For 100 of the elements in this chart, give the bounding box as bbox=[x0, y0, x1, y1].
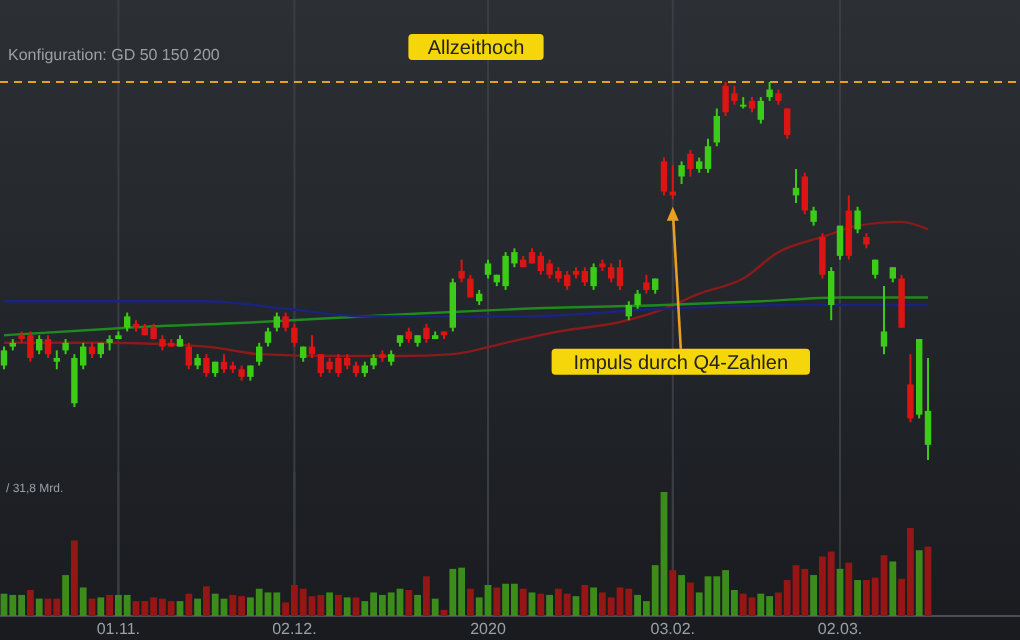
candlestick bbox=[616, 258, 624, 291]
bar bbox=[317, 594, 325, 616]
x-tick-label: 02.03. bbox=[817, 620, 863, 638]
bar bbox=[423, 576, 430, 616]
bar bbox=[405, 589, 413, 616]
bar bbox=[467, 588, 474, 616]
candlestick bbox=[423, 322, 430, 344]
candlestick bbox=[273, 311, 280, 333]
candlestick bbox=[203, 353, 210, 378]
bar bbox=[625, 588, 633, 616]
bar bbox=[827, 551, 835, 616]
bar bbox=[616, 587, 624, 616]
bar bbox=[519, 588, 527, 616]
bar bbox=[431, 598, 439, 616]
ref-line-label: Allzeithoch bbox=[427, 38, 525, 60]
candlestick bbox=[784, 107, 791, 140]
bar bbox=[546, 594, 553, 616]
bar bbox=[889, 561, 897, 616]
bar bbox=[9, 594, 17, 616]
bar bbox=[449, 568, 457, 616]
candlestick bbox=[854, 205, 861, 235]
candlestick bbox=[71, 353, 78, 409]
bar bbox=[669, 570, 677, 616]
candlestick bbox=[36, 334, 43, 356]
bar bbox=[185, 593, 193, 616]
candlestick bbox=[291, 322, 298, 348]
bar bbox=[343, 597, 351, 616]
candlestick bbox=[458, 258, 465, 284]
candlestick bbox=[819, 232, 826, 280]
bar bbox=[62, 575, 69, 616]
candlestick bbox=[678, 160, 685, 186]
bar bbox=[53, 598, 61, 616]
bar bbox=[106, 594, 113, 616]
bar bbox=[167, 601, 175, 616]
bar bbox=[255, 588, 263, 616]
x-tick-label: 01.11. bbox=[96, 620, 141, 638]
bar bbox=[264, 592, 272, 616]
candlestick bbox=[845, 194, 852, 261]
bar bbox=[845, 562, 853, 616]
candlestick bbox=[836, 224, 844, 261]
candlestick bbox=[810, 205, 817, 227]
bar bbox=[493, 587, 501, 616]
bar bbox=[590, 587, 597, 616]
candlestick bbox=[590, 262, 597, 291]
bar bbox=[229, 594, 237, 616]
bar bbox=[97, 597, 105, 616]
candlestick bbox=[185, 341, 192, 371]
candlestick bbox=[608, 262, 615, 284]
bar bbox=[194, 598, 201, 616]
candlestick bbox=[449, 277, 456, 333]
bar bbox=[810, 575, 817, 616]
bar bbox=[35, 598, 43, 616]
bar bbox=[563, 593, 571, 616]
candlestick bbox=[704, 137, 712, 174]
candlestick bbox=[581, 266, 588, 288]
candlestick bbox=[880, 285, 888, 356]
candlestick bbox=[282, 311, 289, 333]
bar bbox=[678, 575, 685, 616]
bar bbox=[748, 597, 756, 616]
candlestick bbox=[484, 258, 492, 280]
bar bbox=[414, 594, 421, 616]
bar bbox=[79, 587, 87, 616]
bar bbox=[537, 593, 545, 616]
bar bbox=[801, 568, 809, 616]
bar bbox=[757, 593, 765, 616]
candlestick bbox=[660, 156, 668, 197]
candlestick bbox=[625, 300, 632, 322]
bar bbox=[581, 585, 589, 616]
candlestick bbox=[634, 288, 641, 310]
bar bbox=[713, 576, 721, 616]
candlestick bbox=[757, 96, 764, 125]
candlestick bbox=[0, 345, 8, 371]
bar bbox=[123, 594, 131, 616]
bar bbox=[387, 592, 395, 616]
bar bbox=[528, 592, 536, 616]
bar bbox=[352, 597, 360, 616]
bar bbox=[211, 593, 219, 616]
candlestick bbox=[124, 311, 131, 333]
candlestick bbox=[643, 273, 650, 295]
chart-subtitle: Konfiguration: GD 50 150 200 bbox=[8, 46, 221, 64]
x-tick-label: 03.02. bbox=[650, 620, 696, 638]
candlestick bbox=[53, 349, 60, 371]
candlestick bbox=[766, 81, 773, 102]
bar bbox=[854, 580, 861, 616]
candlestick bbox=[907, 353, 914, 424]
bar bbox=[299, 588, 307, 616]
x-tick-label: 02.12. bbox=[272, 620, 317, 638]
bar bbox=[27, 589, 34, 616]
bar bbox=[739, 593, 747, 616]
candlestick bbox=[828, 266, 835, 322]
candlestick bbox=[687, 149, 694, 178]
candlestick bbox=[801, 171, 808, 216]
candlestick bbox=[264, 326, 272, 348]
bar bbox=[687, 582, 694, 616]
candlestick bbox=[256, 341, 263, 367]
bar bbox=[326, 592, 333, 616]
annotation: Impuls durch Q4-Zahlen bbox=[573, 352, 789, 375]
bar bbox=[335, 594, 342, 616]
x-tick-label: 2020 bbox=[470, 620, 507, 638]
bar bbox=[915, 550, 923, 616]
